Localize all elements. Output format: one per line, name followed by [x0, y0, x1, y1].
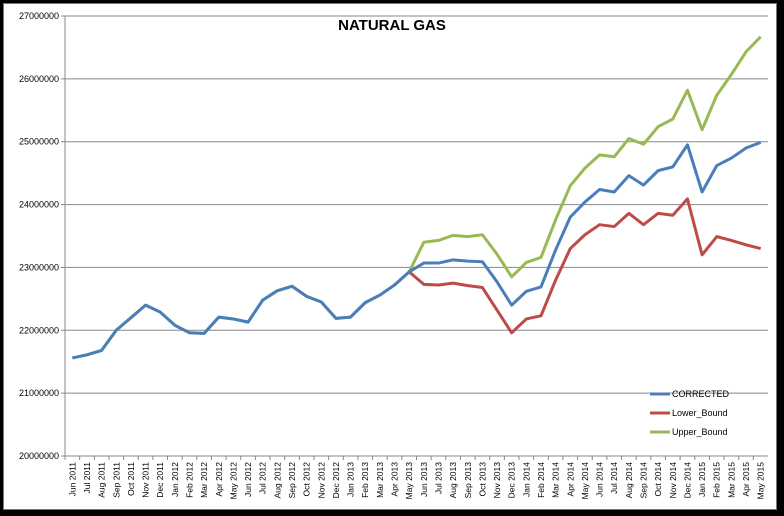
x-tick-label: Sep 2012: [287, 462, 297, 499]
x-tick-label: Mar 2014: [551, 462, 561, 498]
x-tick-label: Oct 2014: [653, 462, 663, 497]
frame-shadow-right: [777, 8, 784, 516]
x-tick-label: Jun 2014: [595, 462, 605, 497]
x-tick-label: May 2015: [756, 462, 766, 500]
y-tick-label: 23000000: [19, 262, 59, 272]
x-tick-label: Sep 2011: [111, 462, 121, 498]
chart-frame: [3, 3, 777, 510]
y-tick-label: 24000000: [19, 200, 59, 210]
x-tick-label: Oct 2013: [477, 462, 487, 497]
x-tick-label: Aug 2011: [97, 462, 107, 498]
x-tick-label: Nov 2012: [316, 462, 326, 499]
x-tick-label: Oct 2012: [302, 462, 312, 497]
y-tick-label: 25000000: [19, 137, 59, 147]
gridlines: [61, 15, 768, 460]
y-tick-label: 22000000: [19, 325, 59, 335]
x-tick-label: Mar 2013: [375, 462, 385, 498]
y-tick-label: 20000000: [19, 451, 59, 461]
x-tick-label: Jun 2012: [243, 462, 253, 497]
x-tick-label: Oct 2011: [126, 462, 136, 496]
x-tick-label: Nov 2014: [668, 462, 678, 499]
x-tick-label: Feb 2014: [536, 462, 546, 498]
chart-title: NATURAL GAS: [338, 17, 446, 34]
legend-label: Lower_Bound: [672, 408, 728, 418]
x-tick-label: Apr 2013: [390, 462, 400, 497]
frame-shadow-bottom: [8, 510, 784, 516]
x-tick-label: Dec 2012: [331, 462, 341, 499]
y-axis-ticks: 20000000 21000000 22000000 23000000 24000000…: [19, 11, 59, 461]
series-line-corrected: [72, 140, 762, 360]
series-line-upper-bound: [72, 35, 762, 360]
x-tick-label: Apr 2012: [214, 462, 224, 497]
x-tick-label: Feb 2013: [360, 462, 370, 498]
x-tick-label: Jun 2013: [419, 462, 429, 497]
y-tick-label: 26000000: [19, 74, 59, 84]
series-lines: [72, 35, 762, 360]
x-tick-label: Jul 2013: [433, 462, 443, 494]
x-tick-label: Jan 2015: [697, 462, 707, 497]
x-tick-label: Nov 2011: [141, 462, 151, 498]
x-tick-label: Aug 2014: [624, 462, 634, 499]
x-tick-label: Mar 2012: [199, 462, 209, 498]
y-tick-label: 21000000: [19, 388, 59, 398]
x-tick-label: Aug 2013: [448, 462, 458, 499]
x-tick-label: Apr 2015: [741, 462, 751, 497]
x-tick-label: Jan 2013: [346, 462, 356, 497]
x-tick-label: Aug 2012: [272, 462, 282, 499]
x-axis-ticks: Jun 2011 Jul 2011 Aug 2011 Sep 2011 Oct 2011…: [67, 462, 765, 500]
x-tick-label: Jun 2011: [67, 462, 77, 497]
legend-label: CORRECTED: [672, 389, 730, 399]
x-tick-label: May 2014: [580, 462, 590, 500]
x-tick-label: Mar 2015: [726, 462, 736, 498]
series-line-lower-bound: [408, 197, 762, 335]
x-tick-label: Nov 2013: [492, 462, 502, 499]
x-tick-label: Jul 2011: [82, 462, 92, 494]
x-tick-label: May 2012: [228, 462, 238, 500]
x-tick-label: Sep 2013: [463, 462, 473, 499]
legend-label: Upper_Bound: [672, 427, 728, 437]
x-tick-label: Jul 2012: [258, 462, 268, 494]
y-tick-label: 27000000: [19, 11, 59, 21]
x-tick-label: Dec 2014: [682, 462, 692, 499]
x-tick-label: Jan 2012: [170, 462, 180, 497]
x-tick-label: Feb 2012: [184, 462, 194, 498]
x-tick-label: Dec 2013: [507, 462, 517, 499]
x-tick-label: Jan 2014: [521, 462, 531, 497]
x-tick-label: Apr 2014: [565, 462, 575, 497]
x-tick-label: Feb 2015: [712, 462, 722, 498]
legend: CORRECTED Lower_Bound Upper_Bound: [650, 389, 730, 437]
x-tick-label: Jul 2014: [609, 462, 619, 494]
x-tick-label: Dec 2011: [155, 462, 165, 498]
x-tick-label: Sep 2014: [639, 462, 649, 499]
x-tick-label: May 2013: [404, 462, 414, 500]
